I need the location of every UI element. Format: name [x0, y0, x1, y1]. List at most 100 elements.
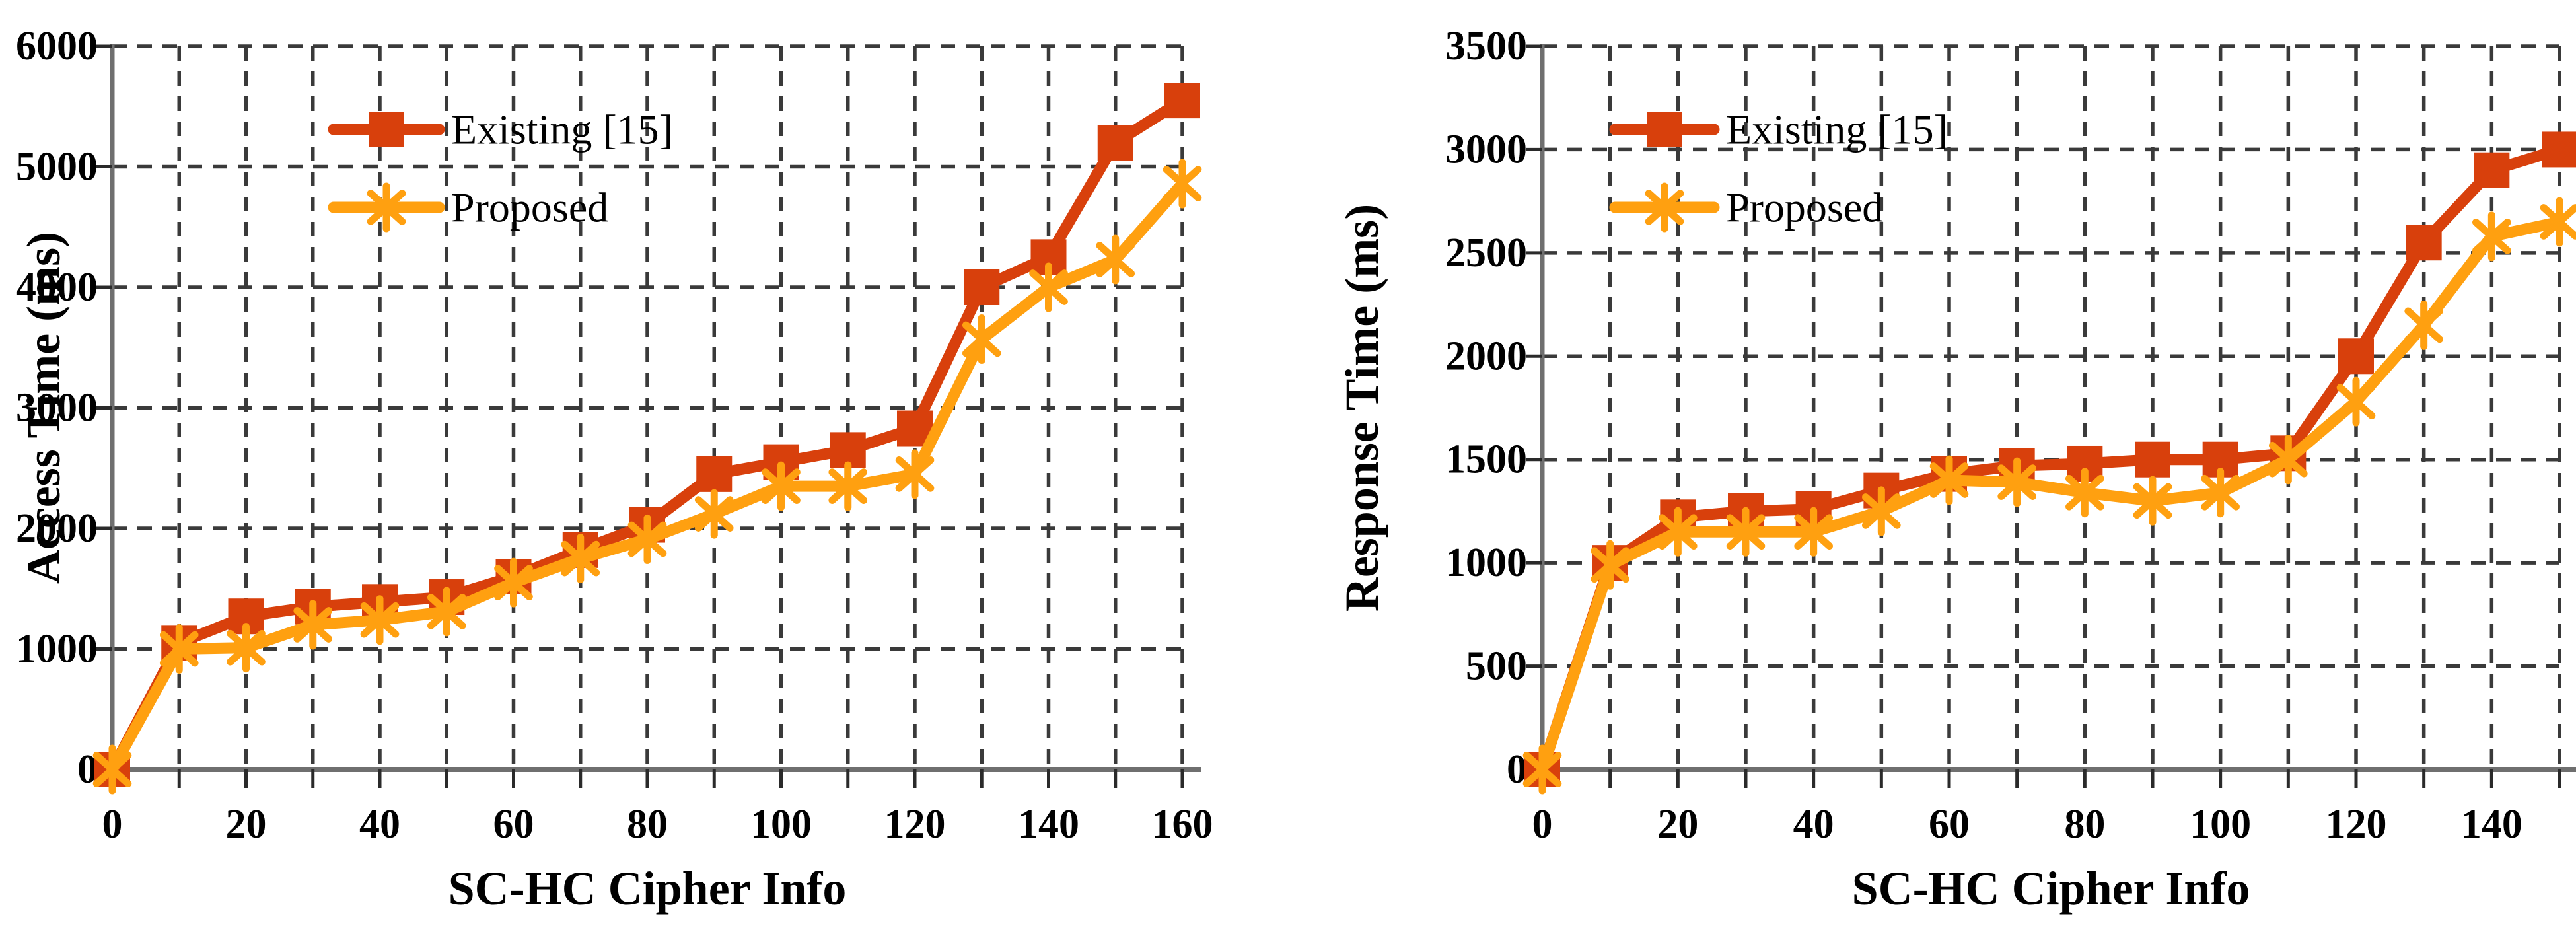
legend-label: Proposed [1726, 184, 1883, 231]
legend-label: Proposed [451, 184, 608, 231]
x-tick-label: 0 [1532, 802, 1553, 847]
asterisk-marker [1029, 262, 1068, 312]
asterisk-marker [2404, 300, 2443, 350]
asterisk-marker [561, 534, 600, 584]
square-marker [2135, 441, 2170, 478]
asterisk-marker [1726, 507, 1766, 557]
y-tick-label: 5000 [16, 145, 98, 190]
y-tick-label: 1000 [1445, 540, 1527, 585]
x-tick-label: 80 [627, 802, 668, 847]
asterisk-marker [2472, 211, 2511, 262]
asterisk-marker [1096, 234, 1135, 285]
y-axis-title: Response Time (ms) [1336, 204, 1388, 612]
asterisk-marker [1862, 486, 1901, 536]
asterisk-marker [227, 623, 266, 673]
x-tick-label: 80 [2064, 802, 2105, 847]
tick-marks [1526, 44, 2561, 788]
x-tick-label: 60 [1929, 802, 1970, 847]
asterisk-marker [360, 595, 400, 645]
asterisk-marker [1794, 507, 1833, 557]
asterisk-marker [962, 314, 1001, 364]
x-tick-label: 40 [359, 802, 400, 847]
y-tick-label: 2500 [1445, 231, 1527, 275]
asterisk-marker [2133, 476, 2172, 526]
asterisk-marker [1929, 455, 1969, 505]
gridlines [1542, 44, 2561, 769]
legend-entry: Existing [15] [1609, 106, 1948, 153]
legend: Existing [15] Proposed [328, 106, 673, 232]
legend-entry: Proposed [1609, 182, 1883, 232]
series-line [1536, 216, 2565, 775]
legend-entry: Existing [15] [328, 106, 673, 153]
x-tick-label: 120 [2326, 802, 2387, 847]
x-tick-label: 140 [1018, 802, 1079, 847]
series-asterisk [92, 159, 1202, 795]
x-tick-label: 0 [102, 802, 123, 847]
asterisk-marker [1591, 540, 1629, 590]
legend-square-marker [1647, 112, 1682, 147]
square-marker [1164, 83, 1200, 119]
legend-square-marker [369, 112, 404, 147]
square-marker [2406, 225, 2442, 261]
square-marker [1097, 125, 1133, 161]
legend: Existing [15] Proposed [1609, 106, 1948, 232]
y-axis-title: Access Time (ms) [17, 232, 70, 584]
asterisk-marker [159, 624, 199, 674]
asterisk-marker [293, 600, 333, 650]
x-tick-label: 100 [2190, 802, 2251, 847]
asterisk-marker [427, 587, 466, 637]
x-tick-label: 100 [750, 802, 812, 847]
tick-marks [96, 44, 1184, 788]
x-axis-title: SC-HC Cipher Info [448, 862, 847, 915]
square-marker [696, 456, 733, 492]
asterisk-marker [2336, 376, 2376, 427]
asterisk-marker [694, 489, 734, 539]
legend-label: Existing [15] [451, 106, 673, 153]
y-tick-label: 1500 [1445, 437, 1527, 482]
y-tick-label: 3000 [16, 386, 98, 431]
asterisk-marker [1522, 744, 1562, 795]
asterisk-marker [1659, 507, 1698, 557]
x-tick-label: 140 [2461, 802, 2522, 847]
y-tick-label: 6000 [16, 24, 98, 69]
y-tick-label: 3500 [1445, 24, 1527, 69]
square-marker [2338, 338, 2374, 375]
access-time-chart: 0 1000 2000 3000 4000 5000 6000 0 20 40 60 80 100 120… [16, 24, 1213, 915]
square-marker [2474, 152, 2510, 188]
x-tick-label: 20 [226, 802, 267, 847]
legend-asterisk-marker [1645, 182, 1684, 232]
asterisk-marker [2269, 435, 2308, 485]
x-tick-label: 60 [493, 802, 534, 847]
asterisk-marker [828, 461, 868, 511]
x-tick-label: 20 [1657, 802, 1698, 847]
square-marker [964, 269, 1000, 305]
y-tick-label: 500 [1466, 644, 1527, 689]
asterisk-marker [895, 449, 935, 499]
gridlines [112, 44, 1184, 769]
x-axis-title: SC-HC Cipher Info [1852, 862, 2250, 915]
asterisk-marker [2201, 468, 2240, 518]
asterisk-marker [627, 514, 667, 564]
legend-entry: Proposed [328, 182, 608, 232]
y-tick-label: 4000 [16, 265, 98, 310]
asterisk-marker [1163, 159, 1202, 209]
x-tick-label: 40 [1793, 802, 1834, 847]
y-tick-label: 1000 [16, 627, 98, 672]
series-line [1536, 143, 2565, 775]
y-tick-label: 3000 [1445, 127, 1527, 172]
legend-asterisk-marker [367, 182, 406, 232]
asterisk-marker [494, 557, 533, 608]
legend-label: Existing [15] [1726, 106, 1948, 153]
series-asterisk [1522, 197, 2576, 795]
x-tick-label: 160 [1152, 802, 1213, 847]
y-tick-label: 2000 [1445, 334, 1527, 378]
asterisk-marker [2540, 197, 2576, 247]
response-time-chart: 0 500 1000 1500 2000 2500 3000 3500 0 20 40 60 80 100… [1288, 0, 2576, 930]
x-tick-label: 120 [884, 802, 946, 847]
asterisk-marker [762, 461, 801, 511]
